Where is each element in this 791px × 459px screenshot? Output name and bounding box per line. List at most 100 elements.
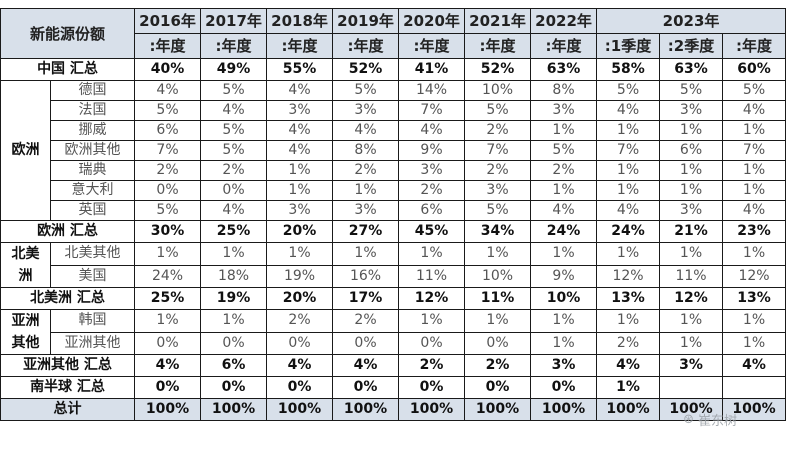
value-cell: 17%	[332, 287, 400, 310]
value-cell: 8%	[332, 140, 400, 161]
value-cell: 19%	[266, 264, 334, 288]
value-cell: 0%	[530, 376, 598, 399]
value-cell: 100%	[659, 398, 724, 421]
value-cell: 19%	[200, 287, 268, 310]
period-header: :1季度	[596, 33, 661, 59]
value-cell: 7%	[464, 140, 532, 161]
value-cell: 18%	[200, 264, 268, 288]
value-cell: 2%	[464, 120, 532, 141]
country-label: 英国	[49, 200, 136, 221]
country-label: 北美其他	[49, 242, 136, 266]
value-cell: 1%	[398, 309, 466, 333]
value-cell: 1%	[596, 180, 661, 201]
country-label: 欧洲其他	[49, 140, 136, 161]
value-cell: 100%	[332, 398, 400, 421]
value-cell: 1%	[134, 309, 202, 333]
summary-row: 北美洲 汇总 25% 19% 20% 17% 12% 11% 10% 13% 12% 13%	[0, 287, 787, 310]
value-cell: 100%	[200, 398, 268, 421]
value-cell: 4%	[200, 200, 268, 221]
share-table-container: 新能源份额 2016年 2017年 2018年 2019年 2020年 2021…	[0, 8, 787, 429]
value-cell: 9%	[530, 264, 598, 288]
value-cell: 1%	[200, 309, 268, 333]
value-cell: 63%	[659, 58, 724, 81]
value-cell: 7%	[134, 140, 202, 161]
value-cell: 5%	[332, 80, 400, 101]
value-cell: 4%	[332, 120, 400, 141]
value-cell: 1%	[266, 242, 334, 266]
value-cell: 2%	[398, 354, 466, 377]
value-cell	[722, 376, 787, 399]
value-cell: 11%	[659, 264, 724, 288]
value-cell: 4%	[722, 354, 787, 377]
value-cell: 3%	[464, 180, 532, 201]
value-cell: 4%	[722, 100, 787, 121]
value-cell: 100%	[530, 398, 598, 421]
nev-share-table: 新能源份额 2016年 2017年 2018年 2019年 2020年 2021…	[0, 8, 787, 421]
wechat-icon: ⊛	[683, 412, 694, 427]
value-cell: 34%	[464, 220, 532, 243]
value-cell: 0%	[134, 376, 202, 399]
value-cell: 1%	[722, 180, 787, 201]
value-cell: 10%	[464, 264, 532, 288]
value-cell: 4%	[134, 354, 202, 377]
value-cell: 3%	[530, 100, 598, 121]
total-row: 总计 100% 100% 100% 100% 100% 100% 100% 100% 100% 10…	[0, 398, 787, 421]
year-header: 2022年	[530, 8, 598, 34]
value-cell: 5%	[659, 80, 724, 101]
value-cell: 1%	[596, 309, 661, 333]
value-cell: 24%	[530, 220, 598, 243]
value-cell: 0%	[464, 331, 532, 355]
table-row: 瑞典 2% 2% 1% 2% 3% 2% 2% 1% 1% 1%	[1, 160, 787, 181]
value-cell: 1%	[659, 331, 724, 355]
value-cell: 13%	[596, 287, 661, 310]
value-cell: 49%	[200, 58, 268, 81]
southern-summary-row: 南半球 汇总 0% 0% 0% 0% 0% 0% 0% 1%	[0, 376, 787, 399]
value-cell: 1%	[596, 160, 661, 181]
value-cell: 1%	[722, 120, 787, 141]
row-label: 北美洲 汇总	[0, 287, 136, 310]
value-cell: 12%	[659, 287, 724, 310]
country-label: 挪威	[49, 120, 136, 141]
value-cell: 11%	[464, 287, 532, 310]
value-cell: 1%	[530, 180, 598, 201]
value-cell: 20%	[266, 220, 334, 243]
watermark: ⊛ 崔东树	[683, 410, 737, 429]
value-cell: 0%	[266, 331, 334, 355]
value-cell: 2%	[200, 160, 268, 181]
table-row: 欧洲其他 7% 5% 4% 8% 9% 7% 5% 7% 6% 7%	[1, 140, 787, 161]
value-cell: 1%	[596, 242, 661, 266]
value-cell: 6%	[200, 354, 268, 377]
value-cell: 1%	[134, 242, 202, 266]
value-cell: 4%	[266, 80, 334, 101]
value-cell: 2%	[530, 160, 598, 181]
value-cell: 25%	[200, 220, 268, 243]
period-header: :年度	[464, 33, 532, 59]
period-header: :2季度	[659, 33, 724, 59]
value-cell: 2%	[134, 160, 202, 181]
value-cell: 4%	[596, 200, 661, 221]
row-label: 南半球 汇总	[0, 376, 136, 399]
value-cell: 40%	[134, 58, 202, 81]
value-cell: 4%	[530, 200, 598, 221]
value-cell: 12%	[398, 287, 466, 310]
value-cell: 58%	[596, 58, 661, 81]
year-header: 2021年	[464, 8, 532, 34]
value-cell: 24%	[596, 220, 661, 243]
value-cell: 3%	[659, 200, 724, 221]
value-cell: 4%	[332, 354, 400, 377]
value-cell: 1%	[659, 309, 724, 333]
period-header: :年度	[332, 33, 400, 59]
value-cell: 0%	[332, 331, 400, 355]
value-cell: 0%	[134, 331, 202, 355]
value-cell: 100%	[134, 398, 202, 421]
value-cell: 63%	[530, 58, 598, 81]
value-cell: 0%	[134, 180, 202, 201]
value-cell: 2%	[596, 331, 661, 355]
value-cell: 1%	[464, 309, 532, 333]
value-cell: 4%	[134, 80, 202, 101]
value-cell: 10%	[464, 80, 532, 101]
watermark-text: 崔东树	[697, 414, 737, 429]
value-cell: 0%	[200, 376, 268, 399]
value-cell: 1%	[530, 331, 598, 355]
value-cell: 30%	[134, 220, 202, 243]
